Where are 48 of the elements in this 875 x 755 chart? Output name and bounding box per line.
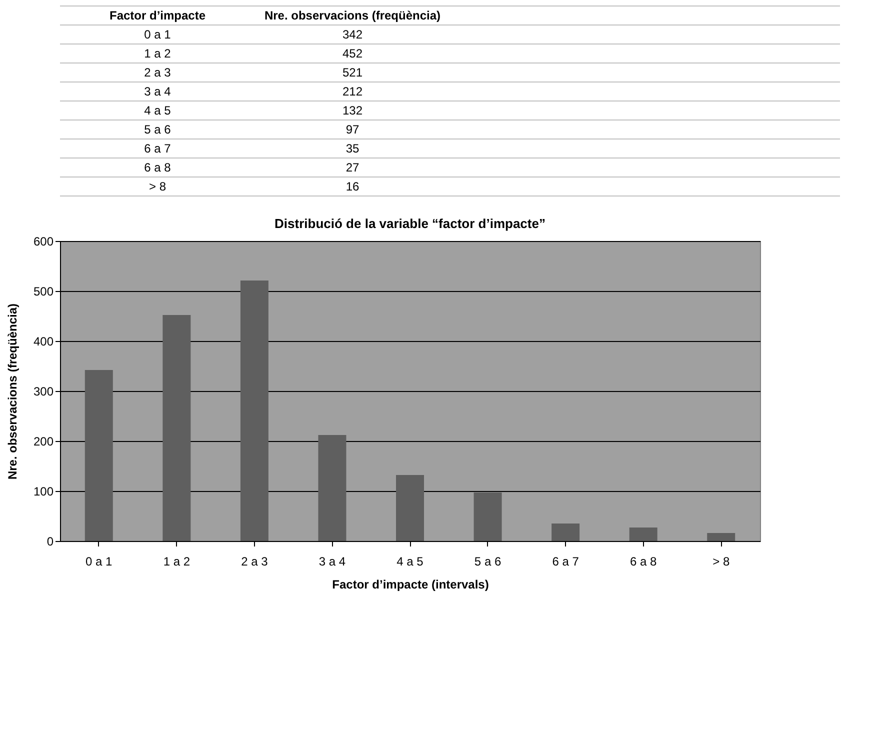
bar [162, 315, 191, 541]
category-label: 0 a 1 [144, 28, 172, 42]
y-tick-label: 200 [33, 434, 54, 448]
bar [84, 370, 113, 541]
data-label: 132 [342, 104, 363, 118]
bar [240, 280, 268, 541]
y-tick-label: 0 [46, 534, 54, 548]
x-tick-label: 1 a 2 [163, 554, 190, 568]
data-label: 27 [346, 160, 360, 174]
category-label: 6 a 7 [144, 142, 172, 156]
category-label: 4 a 5 [144, 104, 172, 118]
x-tick-label: 6 a 8 [630, 554, 657, 568]
category-label: 1 a 2 [144, 46, 172, 60]
category-label: 5 a 6 [144, 122, 172, 136]
bar [396, 475, 424, 541]
bar [707, 533, 736, 541]
y-axis-title: Nre. observacions (freqüència) [5, 303, 20, 480]
category-label: > 8 [148, 180, 166, 194]
data-label: 521 [342, 66, 363, 80]
data-label: 342 [342, 28, 363, 42]
bar [318, 435, 346, 541]
y-tick-label: 100 [33, 484, 54, 498]
chart-title: Distribució de la variable “factor d’impacte” [274, 216, 546, 231]
bar [552, 524, 580, 541]
data-label: 16 [346, 180, 360, 194]
category-label: 3 a 4 [144, 84, 172, 98]
y-tick-label: 500 [33, 284, 54, 298]
data-label: 212 [342, 84, 363, 98]
x-tick-label: 3 a 4 [318, 554, 346, 568]
y-tick-label: 600 [33, 234, 54, 248]
bar [629, 528, 658, 541]
x-tick-label: > 8 [712, 554, 730, 568]
text: Nre. observacions (freqüència) [264, 8, 441, 22]
y-tick-label: 400 [33, 334, 54, 348]
data-label: 35 [346, 142, 360, 156]
x-tick-label: 2 a 3 [241, 554, 268, 568]
category-label: 6 a 8 [144, 160, 172, 174]
x-tick-label: 0 a 1 [86, 554, 113, 568]
bar [474, 492, 502, 541]
text: Factor d’impacte [109, 8, 206, 22]
data-label: 452 [342, 46, 363, 60]
data-label: 97 [346, 122, 360, 136]
category-label: 2 a 3 [144, 66, 172, 80]
x-tick-label: 4 a 5 [396, 554, 424, 568]
x-axis-title: Factor d’impacte (intervals) [332, 578, 489, 592]
y-tick-label: 300 [33, 384, 54, 398]
x-tick-label: 5 a 6 [474, 554, 502, 568]
x-tick-label: 6 a 7 [552, 554, 580, 568]
